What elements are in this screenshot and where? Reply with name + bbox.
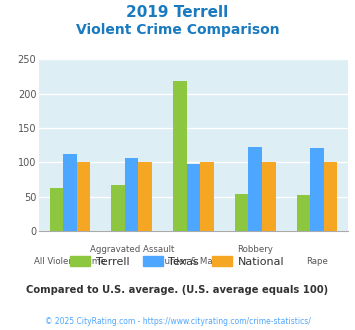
Text: All Violent Crime: All Violent Crime — [34, 257, 106, 266]
Text: Rape: Rape — [306, 257, 328, 266]
Text: Violent Crime Comparison: Violent Crime Comparison — [76, 23, 279, 37]
Bar — [310, 148, 324, 231]
Text: Murder & Mans...: Murder & Mans... — [157, 257, 230, 266]
Bar — [77, 162, 90, 231]
Bar — [248, 147, 262, 231]
Bar — [111, 185, 125, 231]
Bar — [200, 162, 214, 231]
Bar — [324, 162, 337, 231]
Bar — [125, 158, 138, 231]
Text: Aggravated Assault: Aggravated Assault — [89, 245, 174, 254]
Bar — [235, 194, 248, 231]
Legend: Terrell, Texas, National: Terrell, Texas, National — [66, 251, 289, 271]
Text: 2019 Terrell: 2019 Terrell — [126, 5, 229, 20]
Bar — [297, 195, 310, 231]
Text: Compared to U.S. average. (U.S. average equals 100): Compared to U.S. average. (U.S. average … — [26, 285, 329, 295]
Bar — [138, 162, 152, 231]
Bar — [63, 154, 77, 231]
Bar — [173, 82, 187, 231]
Bar — [187, 164, 200, 231]
Text: Robbery: Robbery — [237, 245, 273, 254]
Text: © 2025 CityRating.com - https://www.cityrating.com/crime-statistics/: © 2025 CityRating.com - https://www.city… — [45, 317, 310, 326]
Bar — [262, 162, 275, 231]
Bar — [50, 188, 63, 231]
